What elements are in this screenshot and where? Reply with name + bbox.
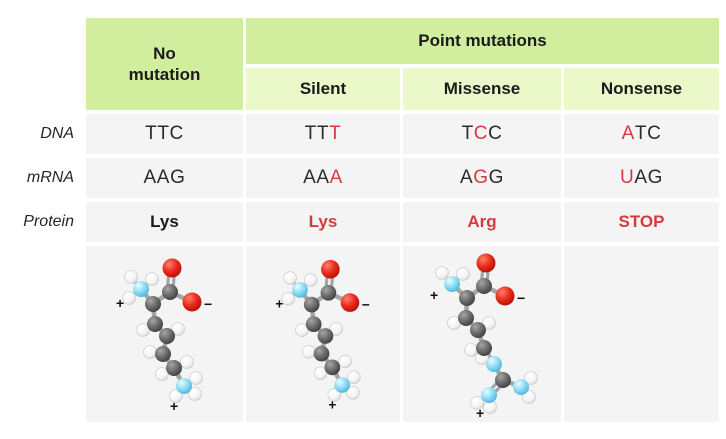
point-mutations-header-label: Point mutations — [418, 31, 547, 50]
letter-segment: A — [459, 167, 474, 188]
molecule-cell-silent — [246, 246, 400, 422]
cell-protein-missense: Arg — [403, 202, 561, 242]
mutated-letter: STOP — [618, 212, 665, 231]
mutation-table: No mutation Point mutations Silent Misse… — [0, 18, 719, 422]
letter-segment: T — [461, 123, 474, 144]
mutated-letter: Arg — [467, 212, 497, 231]
molecule-cell-nonsense — [564, 246, 719, 422]
row-label-protein: Protein — [0, 202, 83, 242]
mutated-letter: A — [621, 123, 635, 144]
cell-mrna-nonsense: U AG — [564, 158, 719, 198]
row-label-mrna: mRNA — [0, 158, 83, 198]
no-mutation-header: No mutation — [86, 18, 243, 110]
cell-protein-no-mutation: Lys — [86, 202, 243, 242]
subtype-header-missense: Missense — [403, 68, 561, 110]
subtype-header-nonsense: Nonsense — [564, 68, 719, 110]
lysine-molecule — [86, 246, 243, 422]
cell-protein-silent: Lys — [246, 202, 400, 242]
row-label-dna: DNA — [0, 114, 83, 154]
arginine-molecule — [404, 246, 561, 422]
cell-dna-nonsense: A TC — [564, 114, 719, 154]
subtype-header-silent: Silent — [246, 68, 400, 110]
cell-mrna-no-mutation: AAG — [86, 158, 243, 198]
mutated-letter: T — [329, 123, 342, 144]
letter-segment: AAG — [143, 167, 186, 188]
point-mutations-header: Point mutations — [246, 18, 719, 64]
mutated-letter: C — [473, 123, 489, 144]
letter-segment: TC — [634, 123, 662, 144]
no-mutation-header-label: No mutation — [128, 43, 201, 84]
mutated-letter: U — [620, 167, 635, 188]
letter-segment: AG — [634, 167, 663, 188]
cell-dna-no-mutation: TTC — [86, 114, 243, 154]
letter-segment: Lys — [150, 212, 179, 231]
cell-dna-silent: TT T — [246, 114, 400, 154]
molecule-cell-no-mutation — [86, 246, 243, 422]
letter-segment: G — [488, 167, 505, 188]
letter-segment: C — [488, 123, 503, 144]
mutated-letter: Lys — [308, 212, 338, 231]
lysine-molecule — [246, 246, 400, 422]
mutated-letter: A — [329, 167, 343, 188]
letter-segment: TTC — [145, 123, 184, 144]
letter-segment: TT — [304, 123, 330, 144]
cell-protein-nonsense: STOP — [564, 202, 719, 242]
molecule-cell-missense — [403, 246, 561, 422]
mutated-letter: G — [473, 167, 489, 188]
cell-mrna-silent: AA A — [246, 158, 400, 198]
letter-segment: AA — [303, 167, 330, 188]
